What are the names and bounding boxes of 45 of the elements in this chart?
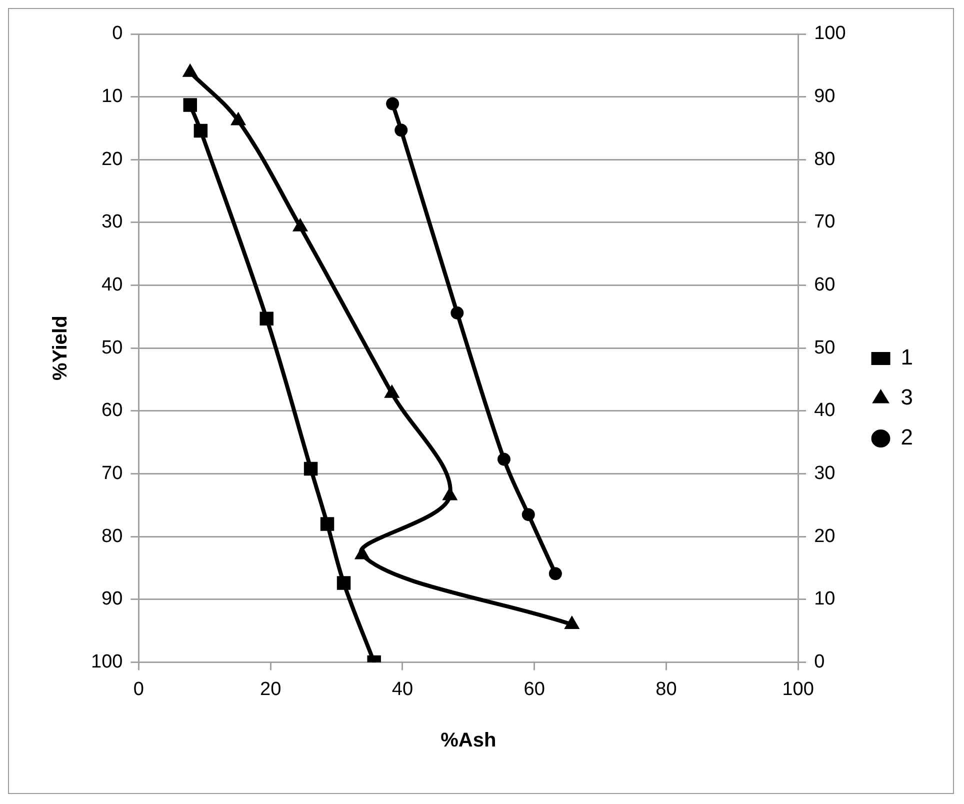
point: [394, 124, 408, 137]
point: [336, 576, 351, 590]
point: [320, 517, 334, 531]
x-tick-label: 100: [782, 678, 814, 700]
y-tick-label: 90: [102, 588, 123, 610]
point: [260, 312, 274, 326]
y-tick-label: 70: [102, 462, 123, 484]
x-tick-label: 20: [260, 678, 282, 700]
y-axis-title: %Yield: [50, 316, 72, 381]
y-tick-label: 30: [102, 212, 123, 233]
point: [183, 98, 197, 112]
y2-tick-label: 20: [814, 526, 836, 547]
y-tick-label: 80: [102, 526, 123, 547]
y2-tick-label: 0: [814, 651, 825, 672]
y-tick-label: 40: [102, 274, 123, 296]
y2-tick-label: 100: [814, 23, 846, 44]
y2-tick-label: 90: [814, 86, 836, 108]
y2-tick-label: 50: [814, 337, 836, 358]
y-tick-label: 60: [102, 400, 123, 422]
y2-tick-label: 80: [814, 148, 836, 170]
y2-tick-label: 40: [814, 400, 836, 422]
legend-label: 1: [900, 344, 914, 370]
point: [304, 462, 318, 476]
y-tick-label: 0: [112, 23, 123, 44]
x-axis-title: %Ash: [440, 730, 496, 752]
y-tick-label: 10: [102, 86, 123, 108]
legend-label: 2: [900, 424, 914, 450]
x-tick-label: 40: [392, 678, 414, 700]
point: [548, 567, 562, 580]
x-tick-label: 60: [524, 678, 545, 700]
point: [386, 97, 400, 110]
point: [497, 452, 510, 466]
x-tick-label: 0: [133, 678, 144, 700]
y2-tick-label: 70: [814, 212, 836, 233]
point: [450, 306, 464, 320]
point: [522, 508, 535, 522]
x-tick-label: 80: [656, 678, 677, 700]
y2-tick-label: 30: [814, 462, 836, 484]
y2-tick-label: 60: [814, 274, 836, 296]
y2-tick-label: 10: [814, 588, 836, 610]
y-tick-label: 50: [102, 337, 123, 358]
legend-label: 3: [900, 384, 914, 410]
point: [194, 124, 208, 138]
y-tick-label: 20: [102, 148, 123, 170]
y-tick-label: 100: [91, 651, 123, 672]
